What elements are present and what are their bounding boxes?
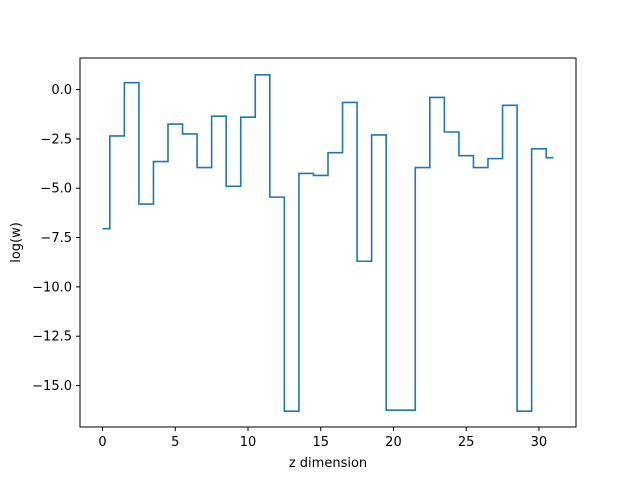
y-tick-label: −10.0 [32,280,72,295]
y-axis: 0.0 −2.5 −5.0 −7.5 −10.0 −12.5 −15.0 [32,83,80,394]
y-tick-label: −7.5 [40,231,72,246]
y-tick-label: −2.5 [40,132,72,147]
x-tick-label: 0 [98,435,106,450]
x-tick-label: 25 [458,435,475,450]
y-tick-label: −5.0 [40,182,72,197]
y-tick-label: −12.5 [32,330,72,345]
axes-frame [79,57,577,428]
x-tick-label: 20 [385,435,402,450]
y-axis-label: log(w) [9,222,24,263]
x-axis: 0 5 10 15 20 25 30 [98,427,547,450]
plot-area [102,73,554,413]
x-axis-label: z dimension [289,456,367,471]
x-tick-label: 5 [171,435,179,450]
y-tick-label: 0.0 [51,83,72,98]
y-tick-label: −15.0 [32,379,72,394]
x-tick-label: 30 [531,435,548,450]
series-step-line [102,73,554,413]
x-tick-label: 10 [240,435,257,450]
x-tick-label: 15 [312,435,329,450]
